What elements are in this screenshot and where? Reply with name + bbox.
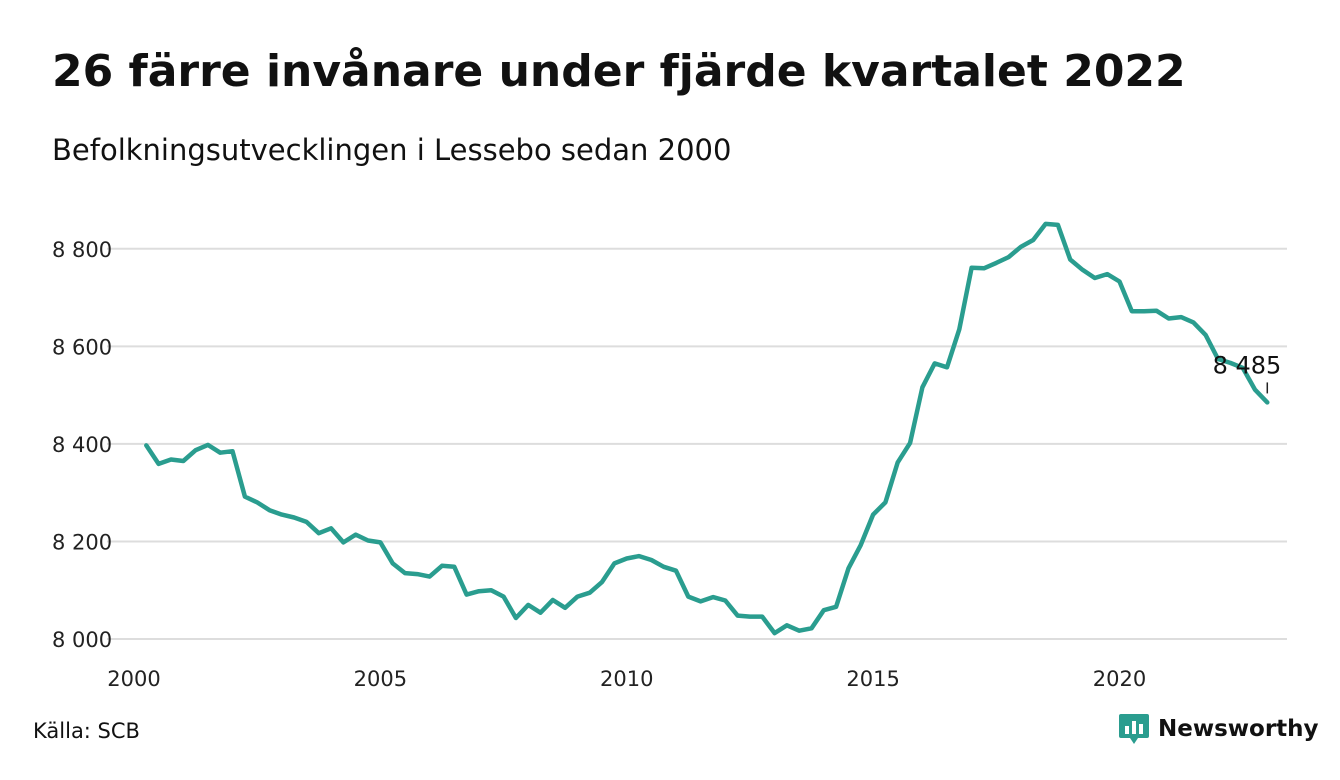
x-tick-label: 2005 [354, 667, 407, 691]
y-tick-label: 8 400 [52, 433, 112, 457]
y-tick-label: 8 000 [52, 628, 112, 652]
x-tick-label: 2020 [1093, 667, 1146, 691]
source-note: Källa: SCB [33, 719, 140, 743]
newsworthy-logo-icon [1119, 714, 1149, 744]
annotations: 8 485 [1213, 351, 1282, 394]
y-tick-label: 8 600 [52, 335, 112, 359]
brand-logo[interactable]: Newsworthy [1118, 712, 1319, 746]
x-tick-label: 2010 [600, 667, 653, 691]
series-layer [144, 221, 1270, 636]
y-axis-labels: 8 000 8 200 8 400 8 600 8 800 [52, 238, 112, 652]
y-tick-label: 8 200 [52, 530, 112, 554]
x-axis-labels: 2000 2005 2010 2015 2020 [107, 667, 1146, 691]
gridlines [107, 247, 1287, 640]
end-value-label: 8 485 [1213, 351, 1282, 379]
series-line [144, 221, 1270, 636]
chart-subtitle: Befolkningsutvecklingen i Lessebo sedan … [52, 133, 732, 167]
x-tick-label: 2015 [846, 667, 899, 691]
y-tick-label: 8 800 [52, 238, 112, 262]
chart-title: 26 färre invånare under fjärde kvartalet… [52, 46, 1186, 97]
x-tick-label: 2000 [107, 667, 160, 691]
brand-name: Newsworthy [1158, 716, 1319, 742]
